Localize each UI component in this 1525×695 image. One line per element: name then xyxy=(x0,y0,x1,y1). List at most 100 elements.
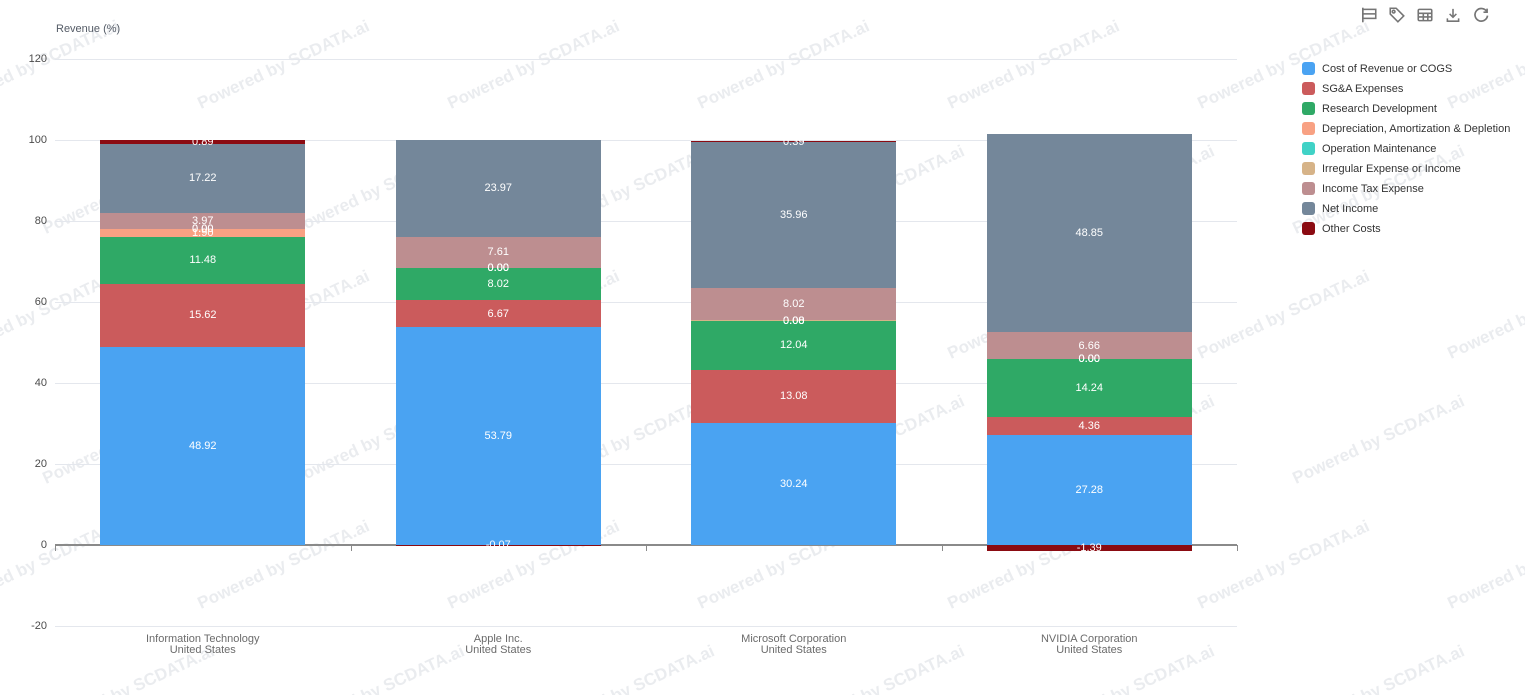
bar-segment[interactable] xyxy=(986,545,1192,551)
watermark-text: Powered by SCDATA.ai xyxy=(1444,516,1525,613)
legend-swatch xyxy=(1302,202,1315,215)
watermark-text: Powered by SCDATA.ai xyxy=(1289,641,1468,695)
legend-item[interactable]: Cost of Revenue or COGS xyxy=(1302,62,1510,75)
bar-segment[interactable] xyxy=(691,142,897,288)
bar-segment[interactable] xyxy=(395,267,601,301)
y-tick-label: 40 xyxy=(34,377,47,389)
legend-label: Cost of Revenue or COGS xyxy=(1322,62,1453,75)
legend-label: Other Costs xyxy=(1322,222,1381,235)
legend-label: SG&A Expenses xyxy=(1322,82,1404,95)
legend-item[interactable]: Net Income xyxy=(1302,202,1510,215)
bar-value-label: 0.00 xyxy=(1078,353,1100,366)
bar-segment[interactable] xyxy=(691,422,897,545)
legend-label: Irregular Expense or Income xyxy=(1322,162,1461,175)
bar-segment[interactable] xyxy=(691,320,897,370)
bar-value-label: 0.00 xyxy=(487,261,509,274)
watermark-text: Powered by SCDATA.ai xyxy=(1444,266,1525,363)
legend-label: Research Development xyxy=(1322,102,1437,115)
bar-value-label: -0.07 xyxy=(485,539,511,552)
x-category-label: Information Technology United States xyxy=(145,633,260,656)
bar-value-label: 0.00 xyxy=(192,223,214,236)
y-tick-label: 0 xyxy=(40,539,47,551)
legend: Cost of Revenue or COGS SG&A Expenses Rese… xyxy=(1302,62,1510,242)
x-category-label: Microsoft Corporation United States xyxy=(741,633,847,656)
legend-label: Net Income xyxy=(1322,202,1379,215)
legend-label: Operation Maintenance xyxy=(1322,142,1437,155)
y-tick-label: 120 xyxy=(28,53,47,65)
bar-segment[interactable] xyxy=(986,416,1192,435)
bar-value-label: 6.67 xyxy=(487,307,509,320)
bar-value-label: 0.39 xyxy=(783,135,805,148)
watermark-text: Powered by SCDATA.ai xyxy=(1194,266,1373,363)
download-icon[interactable] xyxy=(1444,6,1462,24)
y-tick-label: 60 xyxy=(34,296,47,308)
bar-segment[interactable] xyxy=(395,139,601,237)
bar-segment[interactable] xyxy=(395,236,601,268)
legend-item[interactable]: SG&A Expenses xyxy=(1302,82,1510,95)
bar-segment[interactable] xyxy=(986,332,1192,360)
data-table-icon[interactable] xyxy=(1416,6,1434,24)
bar-segment[interactable] xyxy=(986,434,1192,545)
bar-segment[interactable] xyxy=(986,134,1192,333)
bar-value-label: -1.39 xyxy=(1076,541,1102,554)
gridline xyxy=(55,464,1237,465)
bar-segment[interactable] xyxy=(395,300,601,328)
bar-value-label: 0.00 xyxy=(487,261,509,274)
bar-segment[interactable] xyxy=(100,140,306,144)
watermark-text: Powered by SCDATA.ai xyxy=(1289,391,1468,488)
bar-segment[interactable] xyxy=(691,287,897,321)
gridline xyxy=(55,221,1237,222)
bar-segment[interactable] xyxy=(100,346,306,545)
bar-segment[interactable] xyxy=(100,229,306,238)
bar-value-label: 13.08 xyxy=(779,390,808,403)
legend-item[interactable]: Operation Maintenance xyxy=(1302,142,1510,155)
bar-value-label: 0.08 xyxy=(783,314,805,327)
bar-value-label: 0.89 xyxy=(192,135,214,148)
legend-item[interactable]: Irregular Expense or Income xyxy=(1302,162,1510,175)
bar-segment[interactable] xyxy=(100,283,306,347)
legend-swatch xyxy=(1302,142,1315,155)
bar-segment[interactable] xyxy=(100,237,306,284)
legend-item[interactable]: Research Development xyxy=(1302,102,1510,115)
bar-segment[interactable] xyxy=(100,143,306,214)
bar-value-label: 48.85 xyxy=(1075,227,1104,240)
bar-value-label: 12.04 xyxy=(779,339,808,352)
bar-value-label: 3.97 xyxy=(192,215,214,228)
tag-icon[interactable] xyxy=(1388,6,1406,24)
legend-item[interactable]: Other Costs xyxy=(1302,222,1510,235)
legend-swatch xyxy=(1302,182,1315,195)
bar-value-label: 7.61 xyxy=(487,246,509,259)
bar-segment[interactable] xyxy=(691,140,897,143)
bar-value-label: 17.22 xyxy=(188,172,217,185)
bar-value-label: 0.00 xyxy=(783,314,805,327)
legend-label: Income Tax Expense xyxy=(1322,182,1424,195)
bar-value-label: 4.36 xyxy=(1078,419,1100,432)
bar-value-label: 11.48 xyxy=(189,254,217,267)
legend-swatch xyxy=(1302,82,1315,95)
bar-segment[interactable] xyxy=(100,213,306,230)
y-axis-title: Revenue (%) xyxy=(56,23,121,35)
bar-value-label: 15.62 xyxy=(188,309,217,322)
bar-segment[interactable] xyxy=(691,369,897,423)
legend-swatch xyxy=(1302,62,1315,75)
watermark-text: Powered by SCDATA.ai xyxy=(694,16,873,113)
legend-item[interactable]: Income Tax Expense xyxy=(1302,182,1510,195)
legend-label: Depreciation, Amortization & Depletion xyxy=(1322,122,1511,135)
legend-swatch xyxy=(1302,122,1315,135)
x-tick-mark xyxy=(350,545,352,551)
legend-swatch xyxy=(1302,162,1315,175)
gridline xyxy=(55,140,1237,141)
legend-item[interactable]: Depreciation, Amortization & Depletion xyxy=(1302,122,1510,135)
x-tick-mark xyxy=(646,545,647,551)
refresh-icon[interactable] xyxy=(1472,6,1490,24)
chart-toolbar xyxy=(1360,6,1490,24)
bar-segment[interactable] xyxy=(986,359,1192,417)
x-tick-mark xyxy=(55,545,56,551)
bar-segment[interactable] xyxy=(395,327,601,545)
bar-value-label: 8.02 xyxy=(783,298,805,311)
bar-value-label: 48.92 xyxy=(188,439,217,452)
watermark-text: Powered by SCDATA.ai xyxy=(944,16,1123,113)
bar-value-label: 6.66 xyxy=(1078,339,1100,352)
flag-icon[interactable] xyxy=(1360,6,1378,24)
bar-value-label: 8.02 xyxy=(487,277,509,290)
